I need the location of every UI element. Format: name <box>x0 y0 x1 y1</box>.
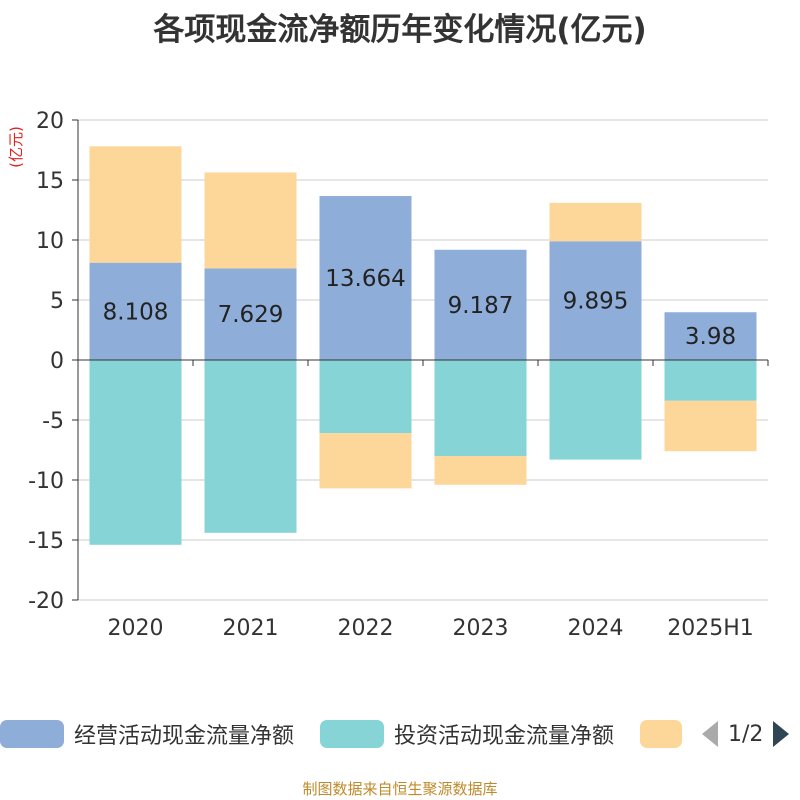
bar-investing <box>664 360 757 401</box>
bar-operating <box>434 249 527 360</box>
legend-label-investing: 投资活动现金流量净额 <box>394 724 615 749</box>
chart-title: 各项现金流净额历年变化情况(亿元) <box>153 12 647 48</box>
bar-third <box>89 146 182 263</box>
y-tick-label: 5 <box>50 289 64 314</box>
data-label: 7.629 <box>218 302 284 328</box>
x-tick-label: 2022 <box>338 616 394 641</box>
legend-page-indicator: 1/2 <box>728 721 764 747</box>
data-label: 13.664 <box>325 266 405 292</box>
bar-operating <box>549 241 642 360</box>
y-tick-label: 10 <box>36 229 64 254</box>
legend: 经营活动现金流量净额 投资活动现金流量净额 <box>0 716 800 752</box>
y-tick-label: -20 <box>28 589 64 614</box>
bar-third <box>434 456 527 485</box>
chart-area: 20 15 10 5 0 -5 -10 -15 -20 (亿元) 8.108 7.629 13.664 9… <box>7 109 769 641</box>
bar-investing <box>204 360 297 533</box>
legend-label-operating: 经营活动现金流量净额 <box>74 724 295 749</box>
data-label: 8.108 <box>103 299 169 325</box>
data-label: 3.98 <box>685 324 736 350</box>
legend-swatch-operating <box>0 720 64 748</box>
legend-pager: 1/2 <box>700 716 800 752</box>
footer-source: 制图数据来自恒生聚源数据库 <box>302 780 498 798</box>
legend-swatch-investing <box>320 720 384 748</box>
triangle-right-icon[interactable] <box>769 719 791 749</box>
bar-third <box>204 172 297 269</box>
bar-third <box>549 202 642 242</box>
y-tick-label: -10 <box>28 469 64 494</box>
bar-operating <box>664 312 757 360</box>
triangle-left-icon[interactable] <box>700 719 722 749</box>
bar-investing <box>319 360 412 434</box>
bar-operating <box>319 196 412 360</box>
data-label: 9.187 <box>448 293 514 319</box>
legend-swatch-third <box>640 720 682 748</box>
x-tick-label: 2023 <box>453 616 509 641</box>
bar-operating <box>204 268 297 360</box>
y-unit-label: (亿元) <box>7 126 25 168</box>
y-tick-label: -5 <box>42 409 64 434</box>
x-tick-label: 2024 <box>568 616 624 641</box>
bar-investing <box>549 360 642 460</box>
legend-item-operating[interactable]: 经营活动现金流量净额 <box>0 716 294 752</box>
y-tick-label: -15 <box>28 529 64 554</box>
bar-third <box>664 400 757 452</box>
x-tick-label: 2021 <box>223 616 279 641</box>
y-tick-label: 20 <box>36 109 64 134</box>
bar-investing <box>89 360 182 545</box>
y-tick-label: 15 <box>36 169 64 194</box>
bar-third <box>319 433 412 489</box>
y-tick-label: 0 <box>50 349 64 374</box>
bar-investing <box>434 360 527 456</box>
legend-item-third[interactable] <box>640 716 682 752</box>
legend-item-investing[interactable]: 投资活动现金流量净额 <box>320 716 614 752</box>
x-tick-label: 2025H1 <box>667 616 754 641</box>
data-label: 9.895 <box>563 289 629 315</box>
bar-operating <box>89 262 182 360</box>
x-tick-label: 2020 <box>108 616 164 641</box>
